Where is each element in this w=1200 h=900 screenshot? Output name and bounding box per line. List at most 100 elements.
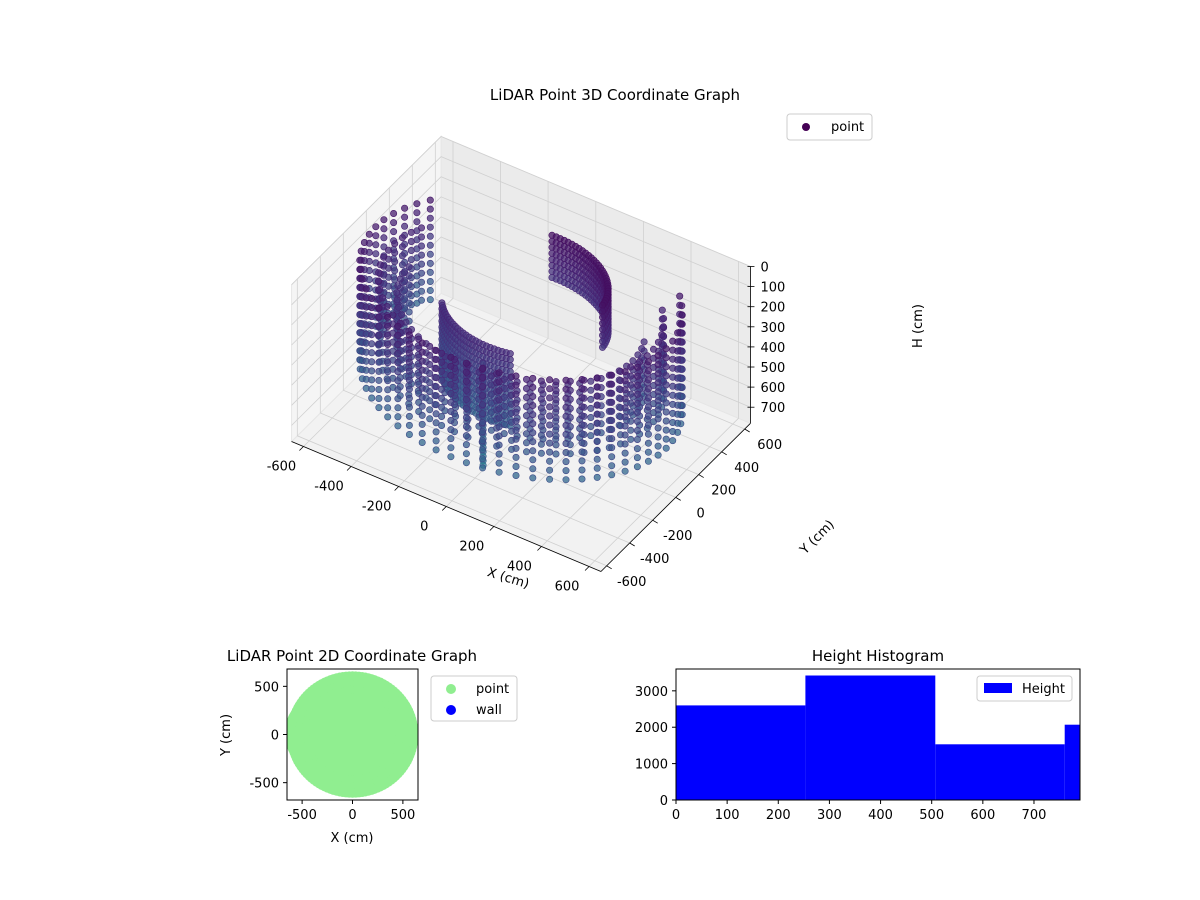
plot3d-point (398, 261, 406, 269)
plot3d-point (357, 247, 365, 255)
plot3d-point (380, 253, 388, 261)
plot3d-point (426, 277, 434, 285)
plot3d-point (669, 355, 677, 363)
plot3d-point (552, 423, 560, 431)
plot3d-point (417, 278, 425, 286)
plot3d-point (447, 444, 455, 452)
plot3d-point (462, 450, 470, 458)
plot2d-y-tick-label: -500 (249, 777, 279, 792)
plot3d-point (654, 451, 662, 459)
plot3d-point (608, 416, 616, 424)
plot3d-point (512, 471, 520, 479)
plot3d-point (432, 374, 440, 382)
hist-x-tick-label: 200 (766, 808, 791, 823)
plot3d-point (401, 213, 409, 221)
plot3d-point (479, 364, 487, 372)
plot3d-point (633, 390, 641, 398)
plot3d-point (627, 372, 635, 380)
plot3d-y-tick-label: -600 (617, 575, 647, 590)
plot3d-point (654, 397, 662, 405)
plot3d-point (426, 232, 434, 240)
plot3d-point (394, 422, 402, 430)
plot3d-point (529, 383, 537, 391)
plot3d-point (398, 234, 406, 242)
plot3d-point (426, 214, 434, 222)
plot3d-point (495, 396, 503, 404)
plot3d-point (627, 390, 635, 398)
plot3d-point (598, 331, 606, 339)
plot3d-point (372, 223, 380, 231)
plot3d-point (678, 311, 686, 319)
plot3d-point (674, 329, 682, 337)
plot3d-point (391, 258, 399, 266)
plot3d-point (405, 331, 413, 339)
plot3d-point (407, 228, 415, 236)
hist-bar (1064, 724, 1080, 800)
plot3d-point (495, 369, 503, 377)
plot3d-point (358, 275, 366, 283)
plot3d-point (578, 430, 586, 438)
plot3d-point (644, 457, 652, 465)
plot3d-point (438, 385, 446, 393)
plot3d-point (676, 292, 684, 300)
plot3d-z-tick-label: 700 (760, 401, 785, 416)
plot3d-point (669, 364, 677, 372)
plot3d-point (396, 275, 404, 283)
plot3d-point (462, 377, 470, 385)
plot3d-point (669, 437, 677, 445)
plot3d-x-tick-label: 600 (555, 579, 580, 594)
plot3d-point (384, 395, 392, 403)
plot2d-x-tick-label: -500 (287, 808, 317, 823)
plot3d-point (562, 439, 570, 447)
plot3d-point (529, 474, 537, 482)
plot3d-z-tick-label: 100 (760, 281, 785, 296)
plot3d-point (578, 385, 586, 393)
plot3d-z-tick-label: 200 (760, 301, 785, 316)
plot3d-point (405, 290, 413, 298)
plot3d-point (552, 441, 560, 449)
plot3d-point (593, 428, 601, 436)
plot3d-point (662, 408, 670, 416)
plot3d-point (380, 225, 388, 233)
plot2d-ticks: -500 0 500 -500 0 500 (249, 680, 415, 823)
hist-x-tick-label: 400 (868, 808, 893, 823)
plot3d-point (413, 209, 421, 217)
plot3d-point (608, 380, 616, 388)
plot3d-point (546, 466, 554, 474)
plot3d-point (462, 386, 470, 394)
plot3d-point (356, 266, 364, 274)
plot3d-point (417, 296, 425, 304)
hist-ticks: 0 100 200 300 400 500 600 700 0 1000 2000 3000 (635, 685, 1046, 823)
plot3d-point (479, 446, 487, 454)
plot3d-point (438, 421, 446, 429)
hist-title: Height Histogram (812, 647, 944, 665)
plot3d-point (447, 362, 455, 370)
plot3d-point (654, 361, 662, 369)
plot3d-point (418, 420, 426, 428)
plot3d-point (426, 360, 434, 368)
plot3d-point (368, 394, 376, 402)
plot3d-point (418, 375, 426, 383)
plot3d-point (522, 439, 530, 447)
plot3d-point (360, 239, 368, 247)
plot3d-point (522, 403, 530, 411)
plot3d-point (644, 358, 652, 366)
plot3d-point (418, 366, 426, 374)
plot3d-point (669, 337, 677, 345)
plot3d-point (578, 375, 586, 383)
hist-y-tick-label: 1000 (635, 758, 668, 773)
plot3d-point (432, 383, 440, 391)
plot3d-y-tick-label: 400 (734, 461, 759, 476)
plot3d-point (400, 269, 408, 277)
plot3d-point (593, 410, 601, 418)
plot3d-point (394, 331, 402, 339)
plot3d-point (405, 421, 413, 429)
plot3d-point (405, 430, 413, 438)
plot3d-point (375, 322, 383, 330)
plot3d-point (662, 363, 670, 371)
plot3d-point (662, 417, 670, 425)
plot3d-point (394, 386, 402, 394)
plot3d-point (608, 444, 616, 452)
plot3d-point (627, 363, 635, 371)
plot3d-point (608, 425, 616, 433)
